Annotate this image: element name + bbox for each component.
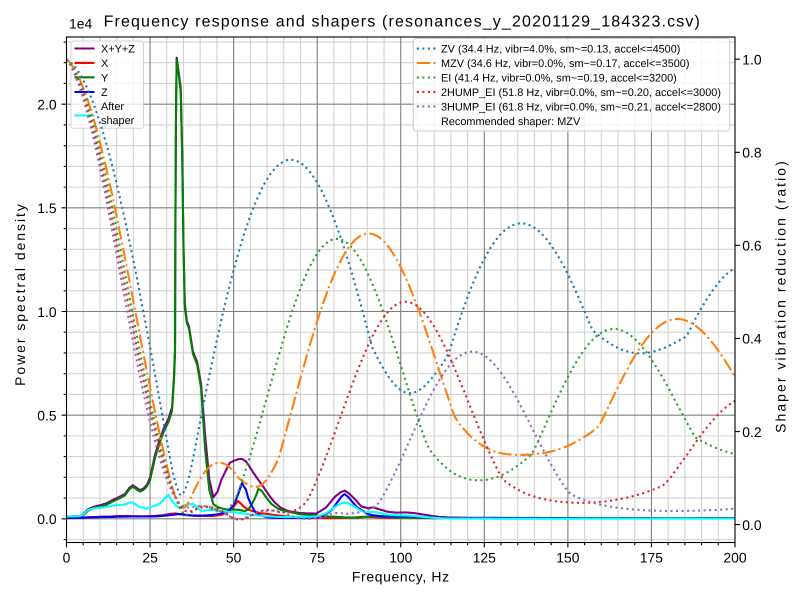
svg-text:0.0: 0.0: [37, 511, 57, 527]
svg-text:1e4: 1e4: [69, 15, 92, 31]
svg-text:0.6: 0.6: [742, 238, 762, 254]
svg-text:1.5: 1.5: [37, 200, 57, 216]
svg-text:Shaper vibration reduction (ra: Shaper vibration reduction (ratio): [773, 159, 789, 433]
svg-text:MZV (34.6 Hz, vibr=0.0%, sm~=0: MZV (34.6 Hz, vibr=0.0%, sm~=0.17, accel…: [441, 58, 690, 70]
svg-text:X: X: [101, 58, 109, 70]
svg-text:ZV (34.4 Hz, vibr=4.0%, sm~=0.: ZV (34.4 Hz, vibr=4.0%, sm~=0.13, accel<…: [441, 44, 680, 56]
svg-text:0.2: 0.2: [742, 424, 762, 440]
svg-text:X+Y+Z: X+Y+Z: [101, 44, 135, 56]
svg-text:Power spectral density: Power spectral density: [12, 202, 28, 386]
svg-text:Y: Y: [101, 72, 109, 84]
svg-text:0.4: 0.4: [742, 331, 762, 347]
svg-text:After: After: [101, 101, 124, 113]
svg-text:150: 150: [556, 549, 579, 565]
svg-text:2.0: 2.0: [37, 97, 57, 113]
svg-text:100: 100: [389, 549, 412, 565]
svg-text:1.0: 1.0: [37, 304, 57, 320]
svg-text:0.8: 0.8: [742, 145, 762, 161]
svg-text:25: 25: [142, 549, 158, 565]
svg-text:Z: Z: [101, 87, 108, 99]
svg-text:50: 50: [226, 549, 242, 565]
svg-text:200: 200: [723, 549, 746, 565]
svg-text:shaper: shaper: [101, 115, 135, 127]
svg-text:Frequency, Hz: Frequency, Hz: [352, 569, 450, 585]
svg-text:1.0: 1.0: [742, 52, 762, 68]
svg-text:125: 125: [473, 549, 496, 565]
svg-text:75: 75: [309, 549, 325, 565]
svg-text:Frequency response and shapers: Frequency response and shapers (resonanc…: [104, 13, 701, 30]
svg-text:175: 175: [640, 549, 663, 565]
svg-text:0.5: 0.5: [37, 407, 57, 423]
svg-text:2HUMP_EI (51.8 Hz, vibr=0.0%,: 2HUMP_EI (51.8 Hz, vibr=0.0%, sm~=0.20, …: [441, 87, 721, 99]
svg-text:EI (41.4 Hz, vibr=0.0%, sm~=0.: EI (41.4 Hz, vibr=0.0%, sm~=0.19, accel<…: [441, 73, 677, 85]
svg-text:0.0: 0.0: [742, 517, 762, 533]
svg-text:0: 0: [63, 549, 71, 565]
svg-text:Recommended shaper: MZV: Recommended shaper: MZV: [441, 116, 581, 128]
svg-text:3HUMP_EI (61.8 Hz, vibr=0.0%,: 3HUMP_EI (61.8 Hz, vibr=0.0%, sm~=0.21, …: [441, 101, 721, 113]
